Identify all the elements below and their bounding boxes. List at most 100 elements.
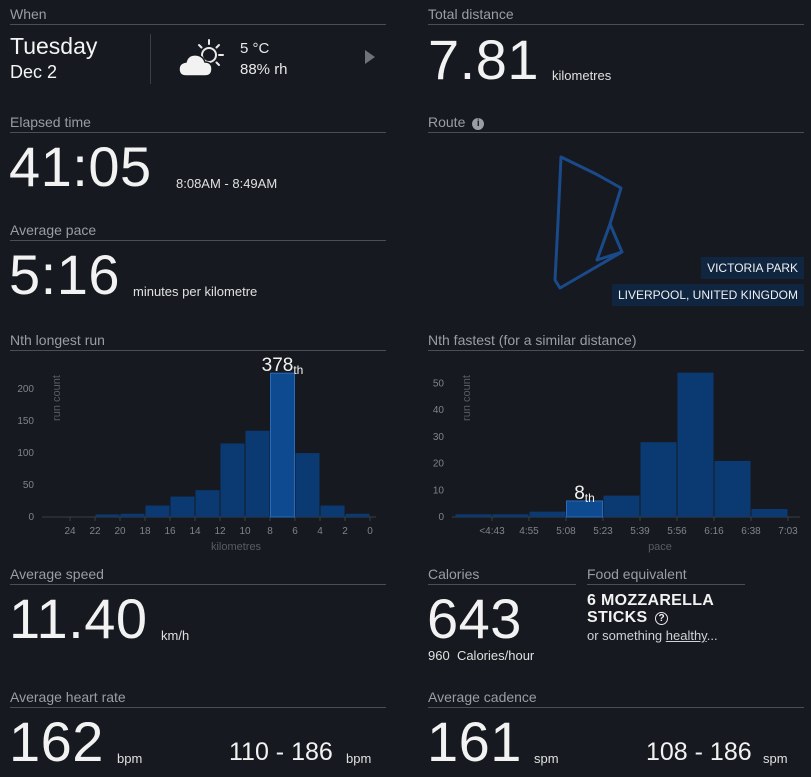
y-tick-label: 100 <box>17 448 34 459</box>
cadence-range-unit: spm <box>763 751 788 766</box>
food-line-1: 6 MOZZARELLA <box>587 592 715 609</box>
elapsed-time-title: Elapsed time <box>10 114 386 133</box>
food-alt-prefix: or something <box>587 628 666 643</box>
histogram-bar[interactable] <box>95 514 120 517</box>
x-tick-label: 7:03 <box>778 526 798 537</box>
x-tick-label: 5:56 <box>667 526 687 537</box>
x-tick-label: 5:39 <box>630 526 650 537</box>
histogram-bar[interactable] <box>455 514 492 517</box>
average-speed-value: 11.40 <box>9 587 148 650</box>
day-name: Tuesday <box>10 33 98 59</box>
elapsed-time-value: 41:05 <box>9 135 152 198</box>
info-icon[interactable]: i <box>472 118 485 130</box>
average-cadence-title: Average cadence <box>428 689 804 708</box>
divider <box>150 34 151 84</box>
histogram-bar[interactable] <box>245 430 270 517</box>
longest-run-rank: 378th <box>262 356 304 377</box>
calories-rate: 960 Calories/hour <box>428 648 534 663</box>
total-distance-title: Total distance <box>428 6 804 25</box>
y-tick-label: 150 <box>17 416 34 427</box>
histogram-bar[interactable] <box>714 460 751 517</box>
x-tick-label: 2 <box>342 526 348 537</box>
date: Dec 2 <box>10 62 58 82</box>
histogram-bar[interactable] <box>345 513 370 517</box>
elapsed-time-range: 8:08AM - 8:49AM <box>176 176 278 191</box>
average-pace-unit: minutes per kilometre <box>133 284 258 299</box>
y-tick-label: 50 <box>433 378 445 389</box>
y-tick-label: 200 <box>17 384 34 395</box>
y-tick-label: 20 <box>433 459 445 470</box>
fastest-run-rank: 8th <box>574 483 595 505</box>
cadence-unit: spm <box>534 751 559 766</box>
heart-rate-range-unit: bpm <box>346 751 372 766</box>
calories-value: 643 <box>427 587 522 650</box>
histogram-bar[interactable] <box>566 500 603 518</box>
cadence-range: 108 - 186 <box>646 738 752 766</box>
heart-rate-range: 110 - 186 <box>229 738 333 766</box>
average-speed-unit: km/h <box>161 628 190 643</box>
histogram-bar[interactable] <box>640 442 677 517</box>
fastest-run-y-axis-title: run count <box>461 375 473 421</box>
calories-rate-value: 960 <box>428 648 450 663</box>
average-speed-title: Average speed <box>10 566 386 585</box>
y-tick-label: 10 <box>433 485 445 496</box>
food-line-2: STICKS <box>587 609 648 626</box>
y-tick-label: 0 <box>28 512 34 523</box>
x-tick-label: 4 <box>317 526 323 537</box>
histogram-bar[interactable] <box>270 372 295 518</box>
x-tick-label: <4:43 <box>479 526 505 537</box>
x-tick-label: 5:23 <box>593 526 613 537</box>
nth-fastest-title: Nth fastest (for a similar distance) <box>428 332 804 351</box>
food-equivalent-title: Food equivalent <box>587 566 745 585</box>
route-title: Route <box>428 114 466 130</box>
nth-longest-title: Nth longest run <box>10 332 386 351</box>
histogram-bar[interactable] <box>120 513 145 517</box>
route-title-row: Route i <box>428 114 804 133</box>
histogram-bar[interactable] <box>751 508 788 517</box>
average-pace-title: Average pace <box>10 222 386 241</box>
when-title: When <box>10 6 386 25</box>
y-tick-label: 50 <box>23 480 35 491</box>
histogram-bar[interactable] <box>529 511 566 517</box>
fastest-run-chart: 0 10 20 30 40 50 <4:43 4:55 5:08 5:23 5:39 5:56 6:1… <box>433 372 800 553</box>
x-tick-label: 16 <box>164 526 176 537</box>
longest-run-y-axis-title: run count <box>51 375 63 421</box>
x-tick-label: 0 <box>367 526 373 537</box>
average-pace-value: 5:16 <box>9 243 120 306</box>
x-tick-label: 18 <box>139 526 151 537</box>
histogram-bar[interactable] <box>320 505 345 517</box>
help-icon[interactable]: ? <box>655 612 669 625</box>
x-tick-label: 6 <box>292 526 298 537</box>
histogram-bar[interactable] <box>295 453 320 517</box>
x-tick-label: 12 <box>214 526 226 537</box>
route-region-label: LIVERPOOL, UNITED KINGDOM <box>611 284 804 306</box>
histogram-bar[interactable] <box>220 443 245 518</box>
route-map[interactable] <box>550 152 626 292</box>
average-heart-rate-title: Average heart rate <box>10 689 386 708</box>
histogram-bar[interactable] <box>677 372 714 517</box>
histogram-bar[interactable] <box>492 514 529 517</box>
x-tick-label: 6:16 <box>704 526 724 537</box>
calories-title: Calories <box>428 566 576 585</box>
x-tick-label: 14 <box>189 526 201 537</box>
y-tick-label: 0 <box>438 512 444 523</box>
cadence-value: 161 <box>427 710 522 773</box>
food-line-2-row: STICKS ? <box>587 609 669 627</box>
histogram-bar[interactable] <box>170 496 195 517</box>
histogram-bar[interactable] <box>195 490 220 517</box>
weather-partly-cloudy-icon <box>178 38 226 80</box>
healthy-link[interactable]: healthy <box>665 628 707 643</box>
histogram-bar[interactable] <box>145 505 170 517</box>
x-tick-label: 22 <box>89 526 101 537</box>
histogram-bar[interactable] <box>603 495 640 517</box>
total-distance-value: 7.81 <box>428 28 539 91</box>
x-tick-label: 5:08 <box>556 526 576 537</box>
humidity: 88% rh <box>240 61 288 78</box>
x-tick-label: 20 <box>114 526 126 537</box>
food-alternative: or something healthy... <box>587 628 718 643</box>
route-place-label: VICTORIA PARK <box>701 257 804 279</box>
next-arrow-icon[interactable] <box>365 50 375 64</box>
total-distance-unit: kilometres <box>552 68 612 83</box>
x-tick-label: 6:38 <box>741 526 761 537</box>
